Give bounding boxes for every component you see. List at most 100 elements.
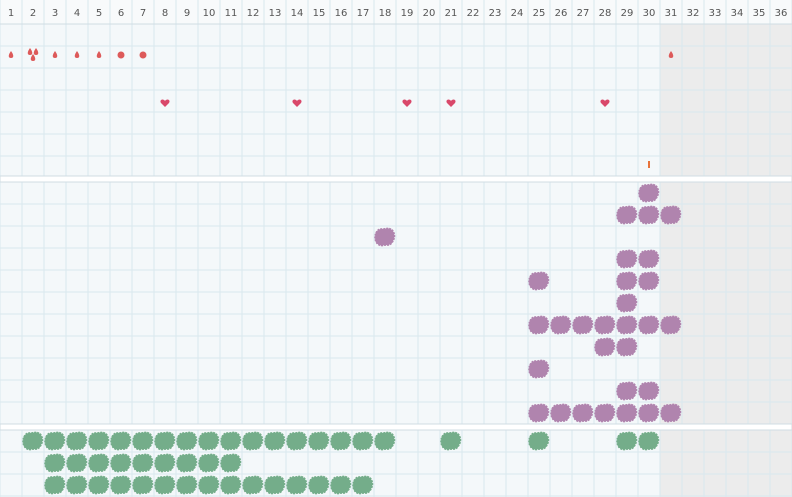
green-blob	[22, 431, 44, 451]
drop-icon	[8, 51, 14, 58]
green-blob	[330, 431, 352, 451]
day-label: 28	[599, 8, 612, 19]
day-label: 11	[225, 8, 238, 19]
day-label: 32	[687, 8, 700, 19]
day-label: 10	[203, 8, 216, 19]
green-blob	[220, 431, 242, 451]
green-blob	[308, 431, 330, 451]
day-label: 7	[140, 8, 146, 19]
day-label: 3	[52, 8, 58, 19]
section-divider	[0, 175, 792, 183]
day-label: 23	[489, 8, 502, 19]
day-label: 1	[8, 8, 14, 19]
day-label: 9	[184, 8, 190, 19]
day-label: 27	[577, 8, 590, 19]
green-blob	[352, 431, 374, 451]
green-blob	[264, 475, 286, 495]
green-blob	[110, 431, 132, 451]
purple-blob	[572, 315, 594, 335]
purple-blob	[616, 403, 638, 423]
day-label: 13	[269, 8, 282, 19]
purple-blob	[638, 271, 660, 291]
day-label: 22	[467, 8, 480, 19]
day-label: 12	[247, 8, 260, 19]
day-label: 29	[621, 8, 634, 19]
drop-icon	[52, 51, 58, 58]
day-label: 2	[30, 8, 36, 19]
green-blob	[286, 475, 308, 495]
day-label: 8	[162, 8, 168, 19]
green-blob	[616, 431, 638, 451]
purple-blob	[638, 249, 660, 269]
spot-icon	[648, 161, 650, 168]
purple-blob	[528, 359, 550, 379]
purple-blob	[374, 227, 396, 247]
green-blob	[132, 453, 154, 473]
purple-blob	[660, 403, 682, 423]
green-blob	[198, 475, 220, 495]
purple-blob	[616, 293, 638, 313]
day-label: 31	[665, 8, 678, 19]
drop-icon	[96, 51, 102, 58]
green-blob	[88, 453, 110, 473]
purple-blob	[594, 403, 616, 423]
heart-icon	[446, 99, 456, 107]
green-blob	[242, 475, 264, 495]
purple-blob	[638, 183, 660, 203]
purple-blob	[528, 271, 550, 291]
day-label: 4	[74, 8, 80, 19]
green-blob	[440, 431, 462, 451]
purple-blob	[660, 205, 682, 225]
purple-blob	[550, 315, 572, 335]
purple-blob	[638, 381, 660, 401]
purple-blob	[572, 403, 594, 423]
purple-blob	[616, 381, 638, 401]
heart-icon	[600, 99, 610, 107]
purple-blob	[660, 315, 682, 335]
purple-blob	[616, 205, 638, 225]
day-label: 30	[643, 8, 656, 19]
day-label: 17	[357, 8, 370, 19]
drop-icon	[30, 54, 36, 61]
day-label: 5	[96, 8, 102, 19]
section-divider	[0, 423, 792, 431]
day-label: 19	[401, 8, 414, 19]
day-label: 26	[555, 8, 568, 19]
purple-blob	[638, 205, 660, 225]
green-blob	[264, 431, 286, 451]
day-label: 14	[291, 8, 304, 19]
green-blob	[132, 475, 154, 495]
purple-blob	[638, 403, 660, 423]
purple-blob	[616, 315, 638, 335]
green-blob	[220, 453, 242, 473]
day-label: 24	[511, 8, 524, 19]
purple-blob	[616, 249, 638, 269]
purple-blob	[594, 337, 616, 357]
drop-icon	[27, 48, 33, 55]
purple-blob	[550, 403, 572, 423]
green-blob	[638, 431, 660, 451]
purple-blob	[616, 337, 638, 357]
green-blob	[176, 453, 198, 473]
green-blob	[88, 431, 110, 451]
day-label: 33	[709, 8, 722, 19]
drop-icon	[33, 48, 39, 55]
green-blob	[176, 431, 198, 451]
green-blob	[44, 475, 66, 495]
green-blob	[110, 475, 132, 495]
purple-blob	[528, 315, 550, 335]
green-blob	[330, 475, 352, 495]
day-label: 16	[335, 8, 348, 19]
green-blob	[242, 431, 264, 451]
day-label: 25	[533, 8, 546, 19]
heart-icon	[292, 99, 302, 107]
green-blob	[66, 453, 88, 473]
day-label: 34	[731, 8, 744, 19]
day-label: 20	[423, 8, 436, 19]
green-blob	[154, 475, 176, 495]
heart-icon	[160, 99, 170, 107]
green-blob	[220, 475, 242, 495]
day-label: 21	[445, 8, 458, 19]
